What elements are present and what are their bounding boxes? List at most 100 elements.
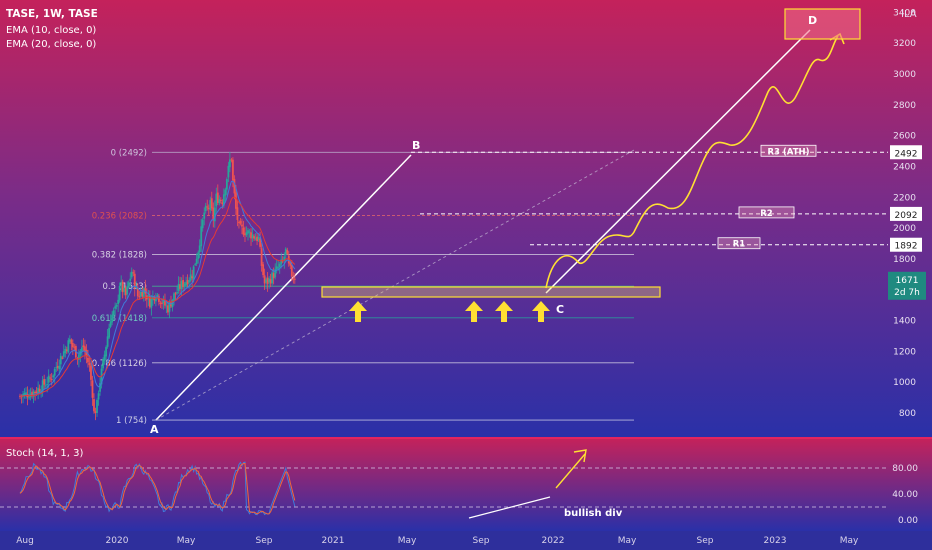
candle-body [269,279,272,284]
candle-body [244,233,246,236]
ema20-label[interactable]: EMA (20, close, 0) [6,39,96,50]
candle-body [99,383,101,392]
candle-body [133,273,136,289]
stoch-k-line [19,461,296,516]
time-tick: Sep [697,536,714,546]
candle-body [73,346,76,348]
stoch-title[interactable]: Stoch (14, 1, 3) [6,448,83,459]
candle-body [59,355,62,365]
candle-body [28,397,30,399]
pane-divider[interactable] [0,437,932,439]
resistance-box [738,206,795,219]
up-arrow-icon [349,301,367,322]
candle-body [209,200,212,211]
candle-body [58,365,61,370]
candle-body [284,248,287,256]
candle-body [194,264,197,266]
symbol-label[interactable]: TASE, 1W, TASE [6,8,98,20]
candle-body [245,232,248,236]
target-d-box[interactable]: D [784,8,861,40]
candle-body [139,291,142,297]
candle-body [225,179,228,190]
resistance-levels[interactable]: R3 (ATH) R2 R1 [411,144,888,250]
stoch-tick: 40.00 [892,490,918,500]
price-tick: 2200 [893,193,916,203]
candle-body [293,278,296,280]
stoch-indicator [0,449,888,519]
candle-body [168,302,171,312]
ema10-label[interactable]: EMA (10, close, 0) [6,25,96,36]
candle-body [156,294,159,296]
candle-body [150,298,153,308]
candle-body [118,285,121,301]
candle-body [68,339,71,342]
candle-body [185,281,187,286]
candle-body [53,368,56,376]
resistance-box [717,237,761,250]
price-tick: 3000 [893,70,916,80]
bullish-div-label: bullish div [564,508,623,519]
candle-body [224,189,227,196]
candle-body [260,248,263,266]
time-axis[interactable]: Aug 2020 May Sep 2021 May Sep 2022 May Sep 2023 May [16,536,859,546]
candle-body [215,193,218,207]
candle-body [183,283,186,287]
trend-line-dashed [155,149,635,421]
candle-body [197,252,200,259]
trend-lines[interactable] [155,29,811,421]
candle-body [213,207,216,222]
candle-body [198,245,201,253]
candle-body [85,349,88,357]
candle-body [91,380,94,398]
time-tick: May [177,536,196,546]
resistance-label: R1 [733,240,746,250]
candle-body [55,367,58,369]
candle-body [177,283,180,291]
ema20-line [20,196,296,397]
candle-body [90,365,92,380]
price-tick: 2800 [893,101,916,111]
point-b-label: B [412,139,420,152]
resistance-box [760,144,817,157]
candle-body [112,310,115,315]
candle-body [186,279,189,285]
candle-body [47,375,50,383]
countdown-label: 2d 7h [894,288,920,298]
candle-body [278,263,281,268]
candle-body [271,272,274,284]
time-tick: May [840,536,859,546]
candle-body [212,207,215,221]
candle-body [164,300,166,306]
candle-body [250,232,252,239]
candle-body [144,287,147,294]
candle-body [46,384,49,386]
candle-body [277,267,280,269]
candle-body [71,342,74,348]
ema10-line [20,180,296,397]
price-tag-label: 2092 [895,211,918,221]
candle-body [127,282,130,287]
trend-line-a-b [155,154,412,421]
fib-label: 0 (2492) [111,148,147,158]
stoch-up-arrowhead [573,449,587,463]
candle-body [120,282,123,286]
candle-body [31,391,33,396]
candle-body [251,234,254,239]
stoch-pane-background [0,439,932,531]
candle-body [67,340,70,353]
candle-body [87,357,89,363]
point-a-label: A [150,423,159,436]
candle-body [103,354,106,361]
stoch-axis[interactable]: 80.00 40.00 0.00 [892,464,918,526]
price-axis[interactable]: 3400320030002800260024002200200018001600… [888,8,926,419]
candle-body [153,297,156,301]
time-axis-background [0,531,932,550]
stoch-up-arrow-line [555,453,586,489]
candle-body [241,224,243,227]
price-tick: 2400 [893,162,916,172]
candle-body [265,279,268,283]
price-tick: 2600 [893,132,916,142]
stoch-tick: 0.00 [898,516,918,526]
support-zone[interactable] [321,286,661,298]
